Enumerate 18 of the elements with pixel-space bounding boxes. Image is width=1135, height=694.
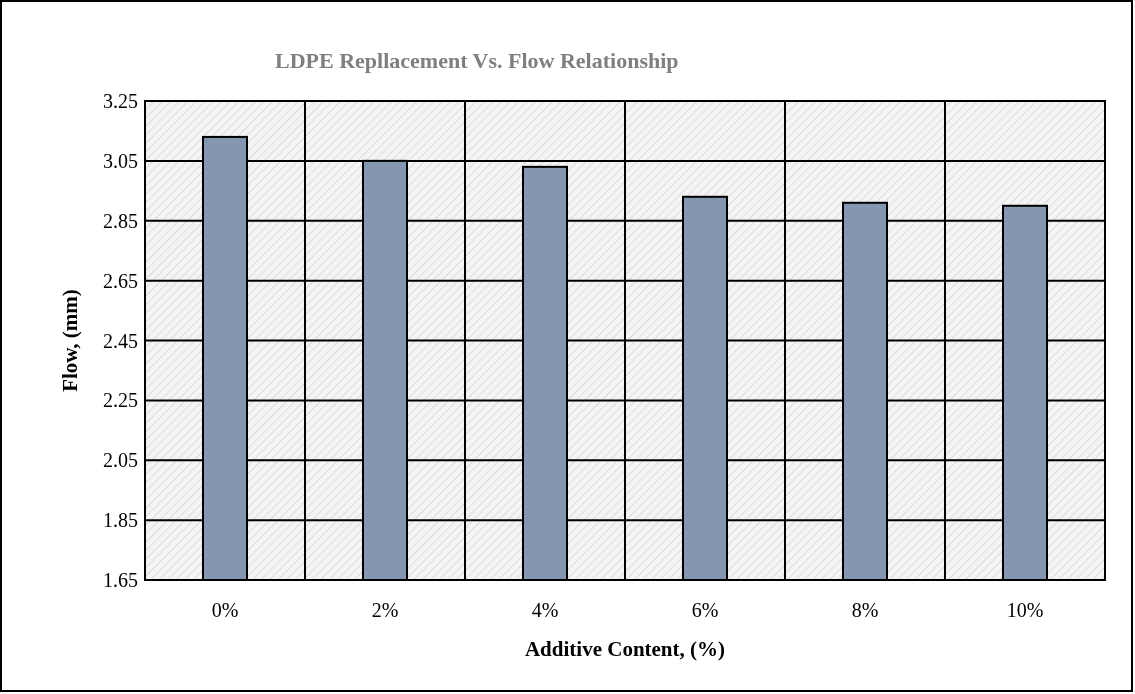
chart-title: LDPE Repllacement Vs. Flow Relationship (275, 48, 679, 73)
x-tick-label: 2% (371, 599, 399, 621)
x-tick-label: 0% (211, 599, 239, 621)
x-tick-label: 8% (851, 599, 879, 621)
y-tick-label: 1.65 (103, 569, 138, 591)
y-tick-label: 3.05 (103, 149, 138, 172)
x-tick-label: 6% (691, 599, 719, 621)
x-tick-label: 10% (1006, 599, 1044, 621)
y-tick-label: 3.25 (103, 90, 138, 112)
y-tick-label: 2.85 (103, 209, 138, 232)
y-tick-label: 2.05 (103, 449, 138, 472)
y-tick-label: 2.65 (103, 269, 138, 292)
y-tick-label: 1.85 (103, 509, 138, 532)
y-tick-label: 2.45 (103, 329, 138, 352)
y-tick-label: 2.25 (103, 389, 138, 412)
x-axis-title: Additive Content, (%) (524, 637, 726, 661)
y-axis-title: Flow, (mm) (58, 289, 82, 392)
x-tick-label: 4% (531, 599, 559, 621)
